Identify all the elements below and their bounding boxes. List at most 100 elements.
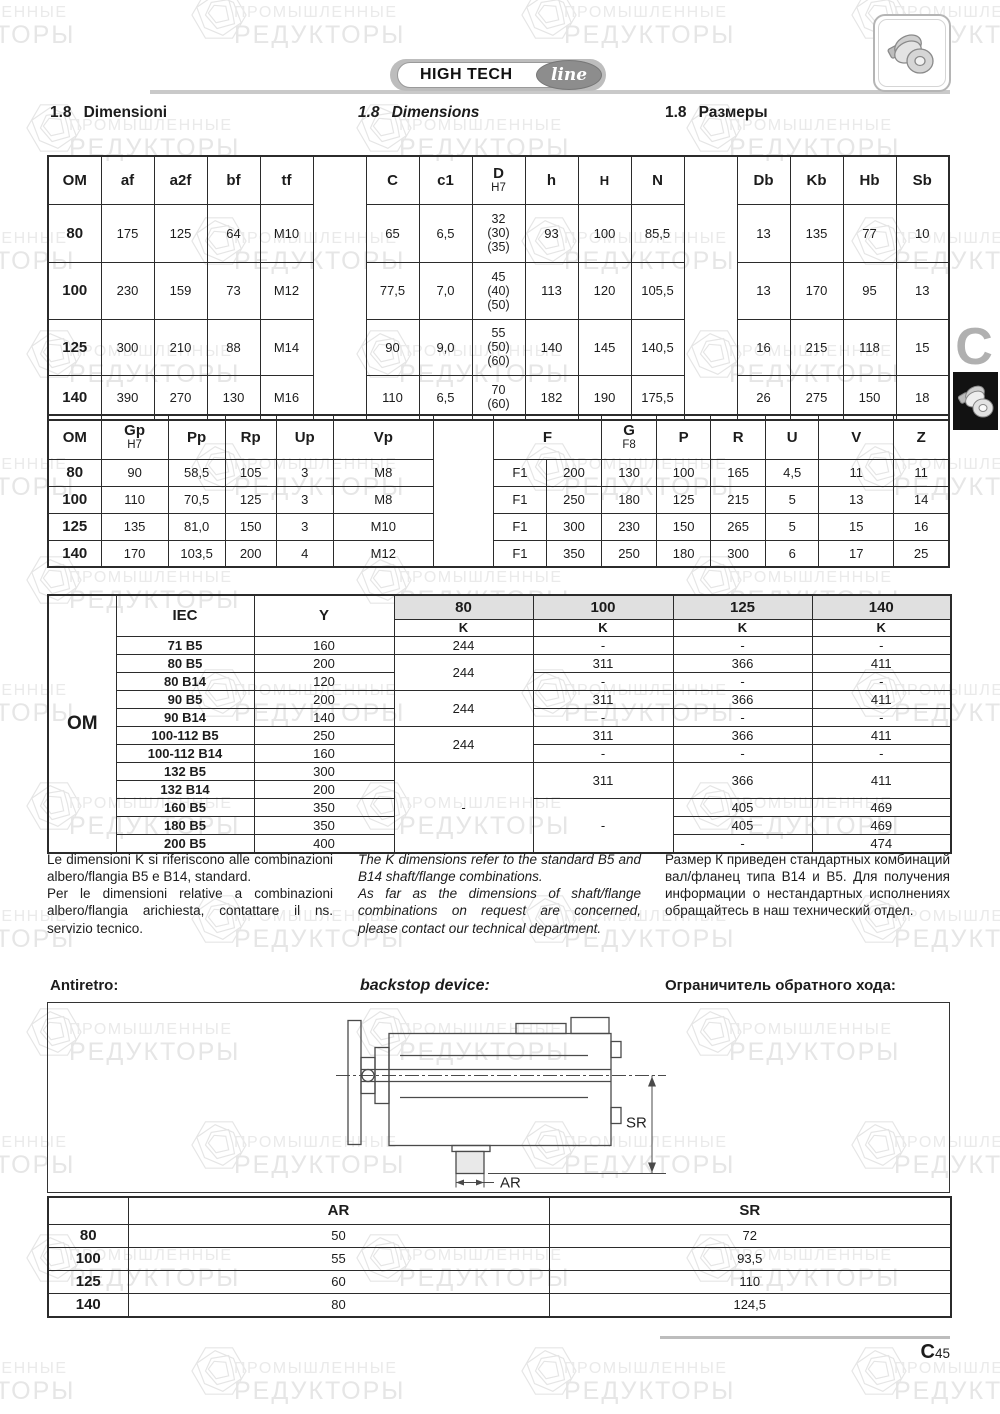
gear-reducer-icon: [873, 14, 951, 92]
table-cell: 124,5: [548, 1292, 952, 1318]
sr-dimension-label: SR: [626, 1115, 647, 1132]
table-cell: 230: [100, 261, 155, 320]
table-cell: 270: [153, 374, 208, 421]
table-cell: N: [630, 155, 685, 205]
table-cell: F1: [492, 485, 547, 514]
table-cell: 6: [765, 539, 820, 568]
table-cell: -: [532, 797, 674, 853]
note-paragraph: Размер К приведен стандартных комбинаций…: [665, 852, 950, 919]
logo-text: HIGH TECH: [420, 66, 513, 83]
table-cell: 366: [672, 653, 813, 673]
table-cell: 90 B5: [115, 689, 255, 709]
table-cell: 80 B5: [115, 653, 255, 673]
table-cell: [47, 1196, 129, 1225]
table-cell: 3: [275, 512, 334, 541]
table-cell: 160 B5: [115, 797, 255, 817]
table-cell: 10: [895, 203, 950, 263]
table-cell: K: [811, 618, 952, 637]
table-cell: 4: [275, 539, 334, 568]
table-cell: 250: [601, 539, 658, 568]
table-cell: IEC: [115, 594, 255, 637]
table-cell: 474: [811, 833, 952, 853]
table-cell: 311: [532, 689, 674, 709]
table4: AR SR 80 50 72 100 55 93,5 125 60 110 140 80 124,5: [47, 1196, 952, 1318]
note-russian: Размер К приведен стандартных комбинаций…: [665, 851, 950, 920]
table2: OM Gp H7 Pp Rp Up Vp F G F8 P R U V Z 80 90 58,5 105 3 M8 F1 2…: [47, 414, 950, 568]
table-cell: 70,5: [167, 485, 226, 514]
title-it-text: Dimensioni: [83, 104, 168, 121]
table-cell: 140: [47, 374, 102, 421]
dimensions-table-secondary: OM Gp H7 Pp Rp Up Vp F G F8 P R U V Z 80 90 58,5 105 3 M8 F1 2…: [47, 414, 950, 568]
table-cell: K: [672, 618, 813, 637]
table-cell: af: [100, 155, 155, 205]
table-cell: 311: [532, 761, 674, 799]
table-cell: M8: [332, 485, 434, 514]
table-cell: 13: [736, 261, 791, 320]
table-cell: 5: [765, 485, 820, 514]
table-cell: 150: [842, 374, 897, 421]
table-cell: 366: [672, 725, 813, 745]
table-cell: 71 B5: [115, 635, 255, 655]
table-cell: 160: [253, 635, 395, 655]
table-cell: Up: [275, 414, 334, 460]
table-cell: M12: [332, 539, 434, 568]
table-cell: -: [672, 707, 813, 727]
table-cell: 100: [656, 458, 712, 487]
table-cell: 18: [895, 374, 950, 421]
table-cell: P: [656, 414, 712, 460]
hightech-line-logo: HIGH TECH line: [390, 59, 606, 91]
table-cell: 210: [153, 318, 208, 376]
table-cell: V: [818, 414, 895, 460]
table-cell: 366: [672, 689, 813, 709]
table-cell: 15: [895, 318, 950, 376]
table-cell: R: [710, 414, 767, 460]
table-cell: 170: [789, 261, 844, 320]
table-cell: 411: [811, 761, 952, 799]
table-cell: -: [672, 743, 813, 763]
table-cell: 175,5: [630, 374, 685, 421]
table-cell: tf: [259, 155, 314, 205]
table-cell: -: [811, 635, 952, 655]
table-cell: a2f: [153, 155, 208, 205]
table-cell: -: [532, 635, 674, 655]
chapter-letter: C: [955, 318, 993, 376]
title-en-text: Dimensions: [391, 104, 480, 121]
table-cell: 77,5: [365, 261, 420, 320]
note-paragraph: Per le dimensioni relative a combinazion…: [47, 886, 333, 936]
iec-flange-table: OM IEC Y 80 100 125 140 K K K K 71 B5 160 244- - -80 B5…: [47, 594, 952, 854]
table-cell: 11: [893, 458, 950, 487]
table-cell: Vp: [332, 414, 434, 460]
table-cell: 140: [253, 707, 395, 727]
title-russian: 1.8 Размеры: [665, 104, 768, 122]
table-cell: 77: [842, 203, 897, 263]
table-cell: 311: [532, 653, 674, 673]
table-cell: C: [365, 155, 420, 205]
table-cell: F: [492, 414, 603, 460]
section-number: 1.8: [665, 104, 687, 121]
table-cell: 200: [224, 539, 277, 568]
table-cell: c1: [418, 155, 473, 205]
table-cell: [683, 155, 738, 421]
header-rule: [150, 90, 950, 94]
table-cell: 125: [47, 318, 102, 376]
table-cell: 73: [206, 261, 261, 320]
table-cell: K: [532, 618, 674, 637]
table-cell: 80: [47, 1223, 129, 1248]
table-cell: 130: [601, 458, 658, 487]
table-cell: 215: [710, 485, 767, 514]
table-cell: 3: [275, 458, 334, 487]
table-cell: 80: [127, 1292, 550, 1318]
page-number: C45: [830, 1341, 950, 1364]
table-cell: 300: [253, 761, 395, 781]
table-cell: 135: [789, 203, 844, 263]
backstop-table: AR SR 80 50 72 100 55 93,5 125 60 110 140 80 124,5: [47, 1196, 952, 1318]
backstop-label-english: backstop device:: [360, 977, 490, 994]
table-cell: Pp: [167, 414, 226, 460]
table-cell: 469: [811, 797, 952, 817]
table-cell: 132 B5: [115, 761, 255, 781]
page-num: 45: [934, 1346, 950, 1361]
table-cell: 90 B14: [115, 707, 255, 727]
table-cell: 140: [47, 1292, 129, 1318]
table-cell: 81,0: [167, 512, 226, 541]
